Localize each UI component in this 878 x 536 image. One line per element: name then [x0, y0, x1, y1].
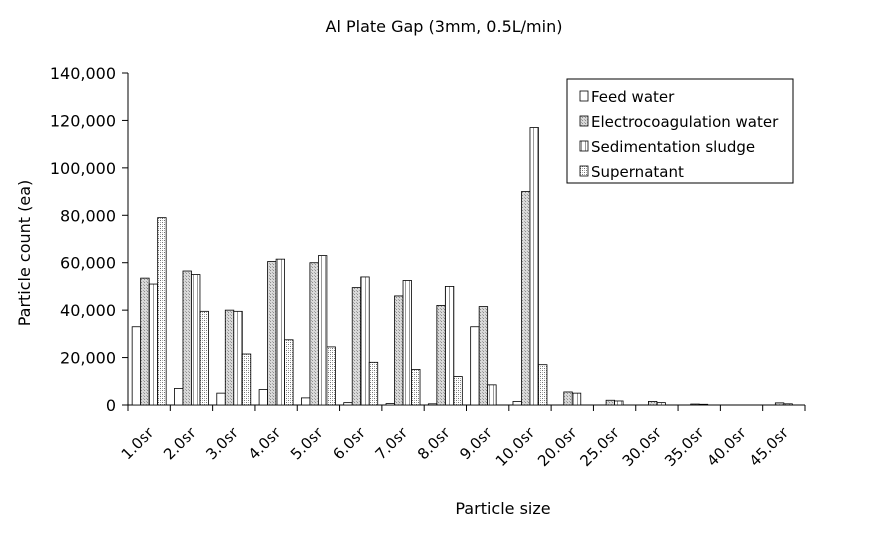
- bar-sedimentation-sludge: [233, 310, 243, 406]
- x-tick-label: 20.0㏛: [534, 423, 581, 470]
- x-tick-label: 4.0㏛: [245, 423, 285, 463]
- x-axis-label: Particle size: [455, 499, 550, 518]
- y-tick-label: 140,000: [50, 64, 116, 83]
- bar-feed-water: [131, 326, 142, 406]
- legend-swatch: [579, 115, 589, 127]
- bar-electrocoagulation-water: [605, 399, 615, 406]
- bar-sedimentation-sludge: [656, 402, 666, 406]
- x-tick-label: 6.0㏛: [329, 423, 369, 463]
- y-axis-label: Particle count (ea): [15, 180, 34, 327]
- bar-electrocoagulation-water: [478, 306, 489, 406]
- x-tick-label: 7.0㏛: [372, 423, 412, 463]
- bar-electrocoagulation-water: [309, 262, 319, 406]
- legend-swatch: [579, 90, 589, 102]
- bar-sedimentation-sludge: [360, 276, 370, 406]
- x-tick-label: 3.0㏛: [202, 423, 242, 463]
- x-tick-label: 35.0㏛: [661, 423, 708, 470]
- bar-sedimentation-sludge: [402, 280, 412, 406]
- x-tick-label: 30.0㏛: [619, 423, 666, 470]
- bar-feed-water: [512, 401, 522, 406]
- y-tick-label: 60,000: [60, 254, 116, 273]
- bar-feed-water: [470, 326, 480, 406]
- legend-swatch: [579, 165, 589, 177]
- x-tick-label: 10.0㏛: [492, 423, 539, 470]
- bar-supernatant: [538, 364, 548, 406]
- x-axis: 1.0㏛ 2.0㏛ 3.0㏛ 4.0㏛ 5.0㏛ 6.0㏛ 7.0㏛ 8.0㏛ 9.0㏛10.0…: [118, 404, 806, 470]
- y-axis: 0 20,000 40,000 60,000 80,000 100,000 120,000 1…: [50, 64, 129, 415]
- legend-swatch: [579, 140, 589, 152]
- bar-feed-water: [216, 392, 226, 406]
- bar-electrocoagulation-water: [267, 261, 277, 406]
- bar-feed-water: [258, 389, 268, 406]
- bar-sedimentation-sludge: [148, 283, 159, 406]
- bar-supernatant: [241, 353, 252, 406]
- bar-sedimentation-sludge: [614, 400, 624, 406]
- bar-electrocoagulation-water: [774, 402, 785, 406]
- x-tick-label: 2.0㏛: [160, 423, 200, 463]
- bar-sedimentation-sludge: [487, 384, 497, 406]
- bar-electrocoagulation-water: [690, 403, 700, 406]
- bar-electrocoagulation-water: [140, 277, 150, 406]
- bar-electrocoagulation-water: [351, 287, 362, 406]
- bar-electrocoagulation-water: [224, 309, 235, 406]
- y-tick-label: 80,000: [60, 206, 116, 225]
- legend-label: Sedimentation sludge: [591, 138, 755, 156]
- bars: [131, 127, 793, 406]
- bar-sedimentation-sludge: [191, 274, 201, 406]
- chart-title: Al Plate Gap (3mm, 0.5L/min): [326, 17, 563, 36]
- bar-sedimentation-sludge: [783, 403, 793, 406]
- bar-feed-water: [174, 387, 184, 406]
- x-tick-label: 8.0㏛: [414, 423, 454, 463]
- bar-electrocoagulation-water: [563, 391, 573, 406]
- bar-sedimentation-sludge: [529, 127, 539, 406]
- bar-feed-water: [385, 403, 395, 406]
- legend: Feed water Electrocoagulation water Sedime…: [566, 78, 794, 184]
- legend-label: Supernatant: [591, 163, 684, 181]
- bar-electrocoagulation-water: [521, 191, 531, 406]
- bar-electrocoagulation-water: [182, 270, 192, 406]
- y-tick-label: 40,000: [60, 301, 116, 320]
- bar-sedimentation-sludge: [698, 403, 709, 406]
- x-tick-label: 9.0㏛: [456, 423, 496, 463]
- x-tick-label: 1.0㏛: [118, 423, 158, 463]
- bar-supernatant: [326, 346, 336, 406]
- y-tick-label: 20,000: [60, 349, 116, 368]
- x-tick-label: 40.0㏛: [703, 423, 750, 470]
- bar-supernatant: [368, 361, 379, 406]
- legend-label: Electrocoagulation water: [591, 113, 779, 131]
- legend-box: [566, 78, 794, 184]
- x-tick-label: 45.0㏛: [746, 423, 793, 470]
- bar-supernatant: [411, 369, 421, 406]
- bar-supernatant: [199, 310, 209, 406]
- legend-label: Feed water: [591, 88, 675, 106]
- y-tick-label: 100,000: [50, 159, 116, 178]
- bar-feed-water: [343, 402, 353, 406]
- bar-electrocoagulation-water: [648, 401, 658, 406]
- bar-supernatant: [453, 376, 463, 406]
- y-tick-label: 0: [106, 396, 116, 415]
- x-tick-label: 5.0㏛: [287, 423, 327, 463]
- bar-electrocoagulation-water: [436, 304, 446, 406]
- bar-sedimentation-sludge: [571, 392, 582, 406]
- bar-feed-water: [301, 397, 311, 406]
- bar-supernatant: [157, 217, 167, 406]
- bar-feed-water: [427, 403, 438, 406]
- bar-sedimentation-sludge: [275, 258, 285, 406]
- bar-electrocoagulation-water: [394, 295, 404, 406]
- bar-supernatant: [284, 339, 294, 406]
- x-tick-label: 25.0㏛: [576, 423, 623, 470]
- y-tick-label: 120,000: [50, 111, 116, 130]
- bar-sedimentation-sludge: [318, 255, 328, 406]
- bar-sedimentation-sludge: [444, 286, 455, 406]
